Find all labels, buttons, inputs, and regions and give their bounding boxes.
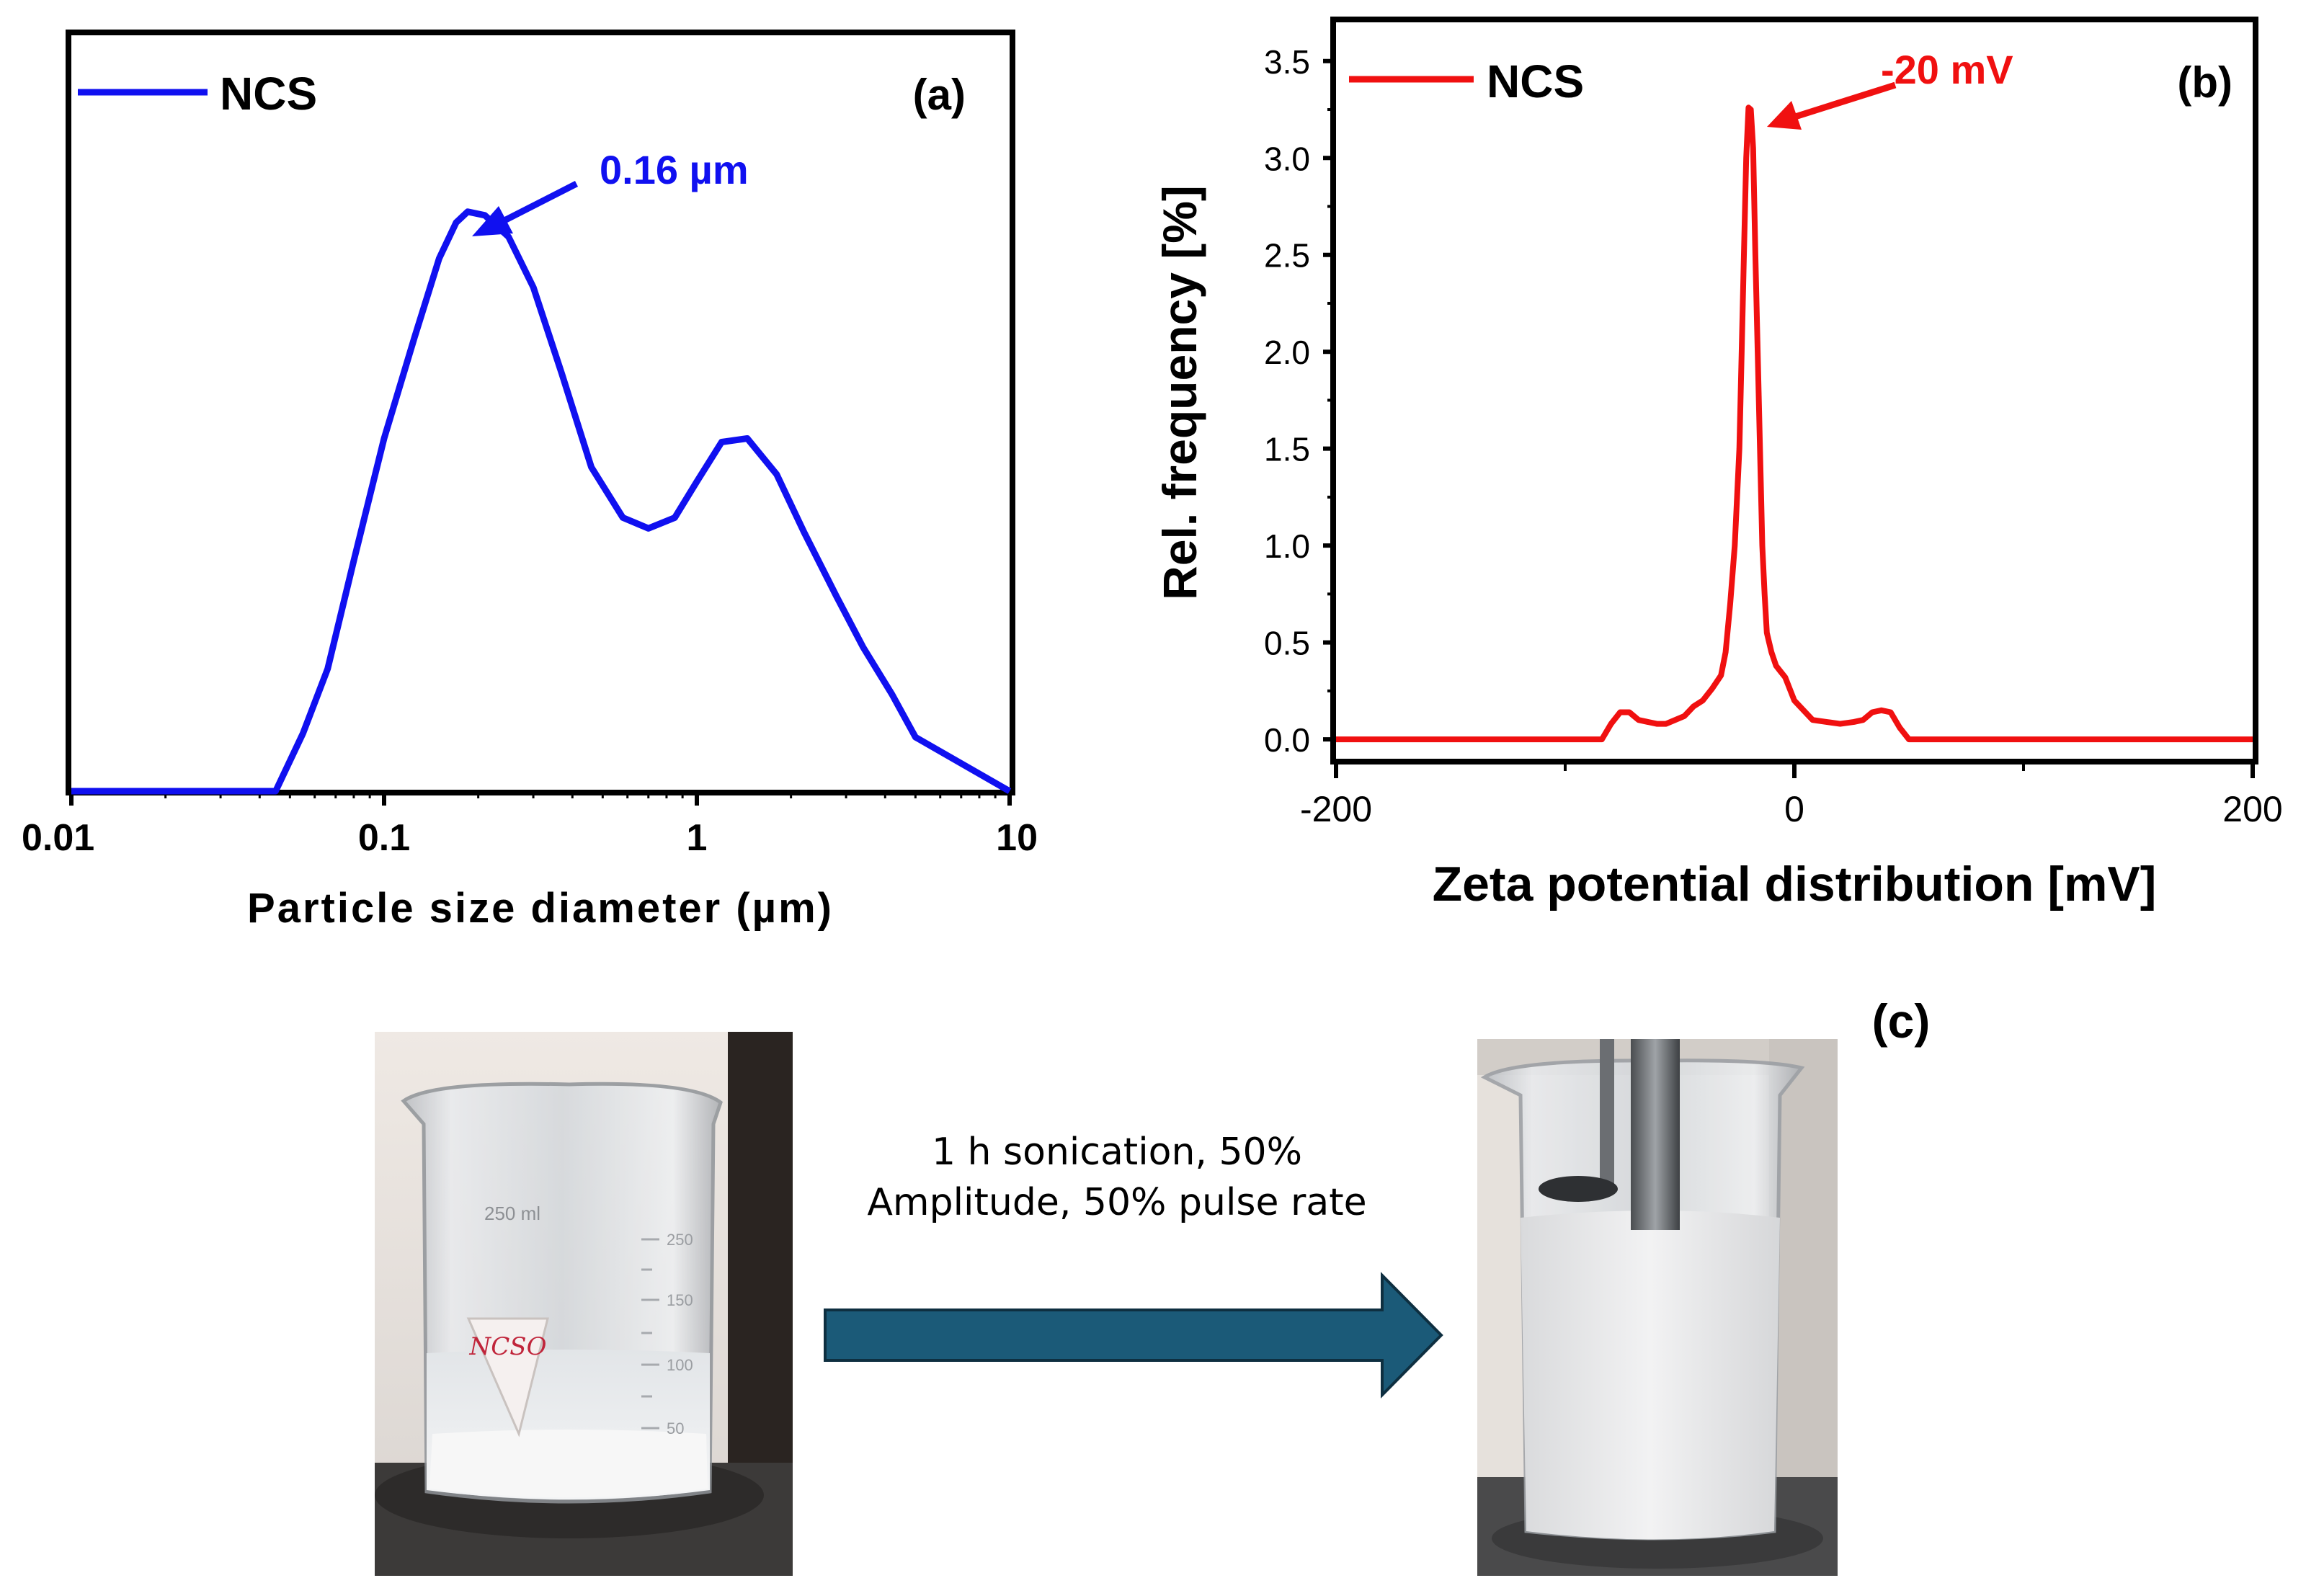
y-tick-label-b: 2.5 bbox=[1264, 237, 1310, 275]
annotation-arrowhead-a bbox=[472, 206, 513, 236]
panel-label-c: (c) bbox=[1872, 994, 1931, 1048]
annotation-label-b: -20 mV bbox=[1881, 47, 2013, 92]
plot-frame-b bbox=[1330, 17, 2258, 764]
x-axis-tick-labels-a: 0.01 0.1 1 10 bbox=[22, 817, 1038, 859]
process-arrow bbox=[824, 1272, 1443, 1399]
x-tick-label-a: 10 bbox=[996, 817, 1038, 859]
y-axis-tick-labels-b: 0.0 0.5 1.0 1.5 2.0 2.5 3.0 3.5 bbox=[1264, 43, 1310, 759]
x-tick-label-b: -200 bbox=[1300, 789, 1372, 829]
x-axis-label-a: Particle size diameter (µm) bbox=[247, 885, 834, 932]
legend-label-b: NCS bbox=[1487, 55, 1584, 107]
legend-b: NCS bbox=[1349, 55, 1584, 107]
y-axis-label-b: Rel. frequency [%] bbox=[1153, 185, 1206, 600]
series-line-ncs-a bbox=[71, 208, 1012, 795]
panel-label-a: (a) bbox=[913, 71, 966, 119]
x-tick-label-b: 0 bbox=[1784, 789, 1804, 829]
annotation-label-a: 0.16 µm bbox=[600, 147, 749, 192]
annotation-a: 0.16 µm bbox=[472, 147, 749, 236]
x-axis-label-b: Zeta potential distribution [mV] bbox=[1433, 857, 2157, 911]
legend-label-a: NCS bbox=[220, 68, 317, 120]
beaker-mark-50: 50 bbox=[667, 1419, 684, 1437]
series-line-ncs-b bbox=[1336, 104, 2253, 743]
y-axis-ticks-b bbox=[1323, 58, 1336, 742]
panel-b-chart: 0.0 0.5 1.0 1.5 2.0 2.5 3.0 3.5 -200 0 200 NCS (b… bbox=[1153, 17, 2283, 911]
x-axis-ticks-b bbox=[1334, 762, 2255, 778]
panel-a-chart: 0.01 0.1 1 10 NCS (a) 0.16 µm Particle size… bbox=[22, 30, 1038, 932]
beaker-mark-100: 100 bbox=[667, 1356, 693, 1374]
beaker-mark-250: 250 bbox=[667, 1231, 693, 1249]
x-tick-label-a: 1 bbox=[687, 817, 708, 859]
process-text-line2: Amplitude, 50% pulse rate bbox=[867, 1181, 1366, 1224]
x-axis-tick-labels-b: -200 0 200 bbox=[1300, 789, 2283, 829]
x-tick-label-a: 0.1 bbox=[358, 817, 410, 859]
beaker-label-tag: NCSO bbox=[469, 1332, 547, 1361]
plot-frame-a bbox=[66, 30, 1015, 795]
x-tick-label-b: 200 bbox=[2222, 789, 2282, 829]
annotation-arrowhead-b bbox=[1767, 101, 1802, 130]
beaker-volume-250ml: 250 ml bbox=[484, 1203, 540, 1224]
legend-a: NCS bbox=[78, 68, 317, 120]
panel-c-process: (c) NCSO 250 ml 250 150 100 50 bbox=[375, 994, 1930, 1576]
y-tick-label-b: 1.0 bbox=[1264, 527, 1310, 565]
y-tick-label-b: 0.0 bbox=[1264, 721, 1310, 759]
annotation-b: -20 mV bbox=[1767, 47, 2013, 130]
y-tick-label-b: 0.5 bbox=[1264, 625, 1310, 662]
photo-before-sonication: NCSO 250 ml 250 150 100 50 bbox=[375, 1032, 793, 1576]
photo-after-sonication bbox=[1477, 1039, 1838, 1576]
x-tick-label-a: 0.01 bbox=[22, 817, 94, 859]
y-tick-label-b: 3.0 bbox=[1264, 140, 1310, 177]
process-text-line1: 1 h sonication, 50% bbox=[932, 1131, 1302, 1174]
annotation-arrow-b bbox=[1791, 81, 1897, 121]
y-tick-label-b: 1.5 bbox=[1264, 431, 1310, 468]
beaker-mark-150: 150 bbox=[667, 1291, 693, 1309]
panel-label-b: (b) bbox=[2177, 58, 2232, 107]
y-tick-label-b: 3.5 bbox=[1264, 43, 1310, 81]
y-tick-label-b: 2.0 bbox=[1264, 334, 1310, 371]
annotation-arrow-a bbox=[502, 180, 579, 224]
